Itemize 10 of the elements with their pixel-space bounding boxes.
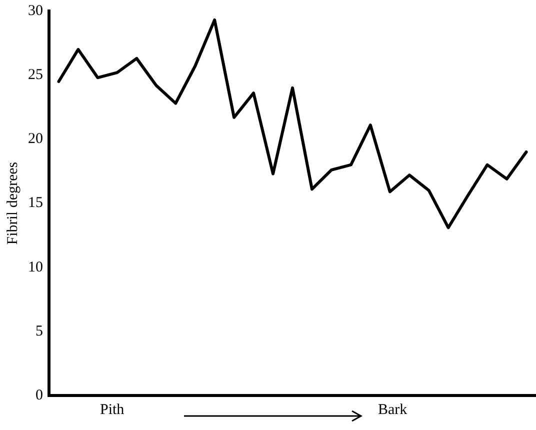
y-axis-title: Fibril degrees xyxy=(4,162,21,245)
y-tick-label: 30 xyxy=(28,2,43,19)
y-tick-label: 10 xyxy=(28,259,43,276)
y-tick-label: 25 xyxy=(28,67,43,84)
y-tick-label: 15 xyxy=(28,195,43,212)
y-tick-label: 5 xyxy=(36,323,43,340)
text: Pith xyxy=(100,402,124,419)
y-tick-label: 0 xyxy=(36,388,43,404)
text: Bark xyxy=(378,402,408,419)
y-tick-label: 20 xyxy=(28,131,43,148)
